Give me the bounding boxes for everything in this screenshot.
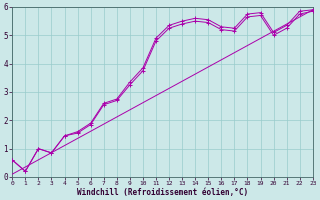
X-axis label: Windchill (Refroidissement éolien,°C): Windchill (Refroidissement éolien,°C) [77, 188, 248, 197]
